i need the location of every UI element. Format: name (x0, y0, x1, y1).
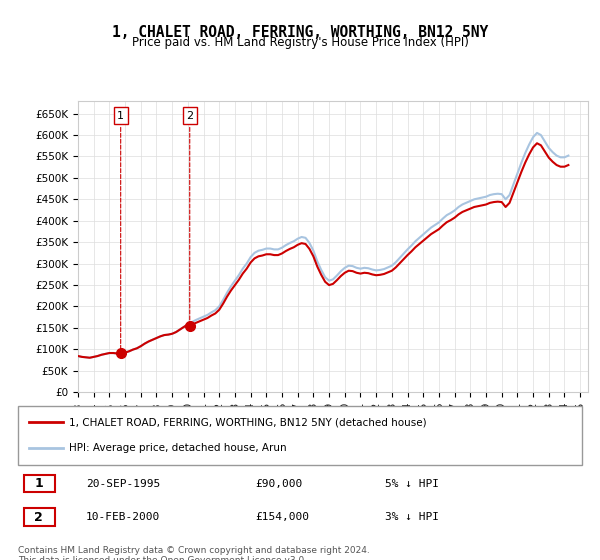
Text: Price paid vs. HM Land Registry's House Price Index (HPI): Price paid vs. HM Land Registry's House … (131, 36, 469, 49)
FancyBboxPatch shape (23, 475, 55, 492)
Text: HPI: Average price, detached house, Arun: HPI: Average price, detached house, Arun (69, 444, 286, 454)
Text: 2: 2 (186, 111, 193, 323)
Text: 1: 1 (117, 111, 124, 351)
Text: 5% ↓ HPI: 5% ↓ HPI (385, 479, 439, 489)
Text: £154,000: £154,000 (255, 512, 309, 522)
Text: 1, CHALET ROAD, FERRING, WORTHING, BN12 5NY: 1, CHALET ROAD, FERRING, WORTHING, BN12 … (112, 25, 488, 40)
Text: 1, CHALET ROAD, FERRING, WORTHING, BN12 5NY (detached house): 1, CHALET ROAD, FERRING, WORTHING, BN12 … (69, 417, 427, 427)
Text: £90,000: £90,000 (255, 479, 302, 489)
Text: 10-FEB-2000: 10-FEB-2000 (86, 512, 160, 522)
Text: 20-SEP-1995: 20-SEP-1995 (86, 479, 160, 489)
FancyBboxPatch shape (18, 406, 582, 465)
FancyBboxPatch shape (23, 508, 55, 526)
Text: 1: 1 (34, 477, 43, 490)
Text: Contains HM Land Registry data © Crown copyright and database right 2024.
This d: Contains HM Land Registry data © Crown c… (18, 546, 370, 560)
Text: 2: 2 (34, 511, 43, 524)
Text: 3% ↓ HPI: 3% ↓ HPI (385, 512, 439, 522)
